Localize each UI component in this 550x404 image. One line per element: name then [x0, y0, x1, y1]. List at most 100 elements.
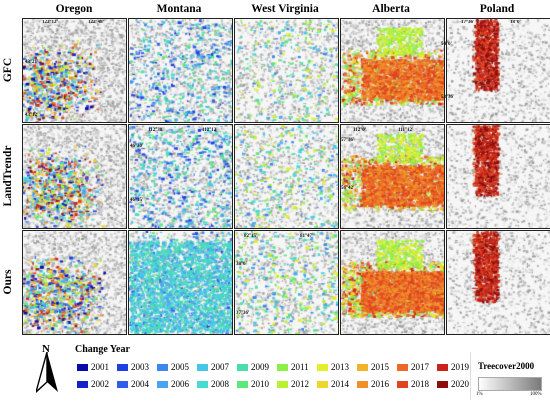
coord-wv-top-left: 82°15'	[244, 234, 258, 239]
legend-item-2006: 2006	[157, 379, 189, 389]
coord-montana-left-upper: 46°30'	[130, 144, 144, 149]
legend-label-2005: 2005	[171, 362, 189, 372]
row-title-landtrendr: LandTrendr	[2, 145, 14, 207]
legend-item-2015: 2015	[357, 362, 389, 372]
map-panel-oregon-landtrendr	[22, 124, 127, 229]
legend-swatch-2011	[277, 363, 288, 371]
map-panel-poland-ours	[446, 230, 550, 335]
legend-swatch-2010	[237, 380, 248, 388]
legend-item-2012: 2012	[277, 379, 309, 389]
legend-swatch-2013	[317, 363, 328, 371]
legend-item-2014: 2014	[317, 379, 349, 389]
legend-item-2020: 2020	[437, 379, 469, 389]
coord-wv-left-lower: 37°36'	[236, 311, 250, 316]
legend-swatch-2007	[197, 363, 208, 371]
legend-label-2006: 2006	[171, 379, 189, 389]
legend-swatch-2018	[397, 380, 408, 388]
map-panel-oregon-ours	[22, 230, 127, 335]
legend-label-2015: 2015	[371, 362, 389, 372]
legend-swatch-2016	[357, 380, 368, 388]
coord-alberta-top-left: 112°0'	[353, 128, 367, 133]
coord-oregon-left-upper: 43°21'	[25, 60, 39, 65]
coord-poland-top-right: 18°0'	[510, 20, 521, 25]
map-panel-montana-ours	[128, 230, 233, 335]
legend-label-2008: 2008	[211, 379, 229, 389]
treecover-max-label: 100%	[530, 392, 542, 397]
row-title-gfc: GFC	[2, 57, 14, 83]
coord-wv-top-right: 81°47'	[300, 234, 314, 239]
coord-montana-left-lower: 46°15'	[130, 198, 144, 203]
legend-label-2013: 2013	[331, 362, 349, 372]
column-title-poland: Poland	[479, 3, 515, 15]
map-panel-poland-gfc	[446, 18, 550, 123]
coord-oregon-left-lower: 43°12'	[25, 113, 39, 118]
treecover-min-label: 1%	[476, 392, 483, 397]
north-arrow-icon	[36, 352, 58, 393]
map-panel-alberta-ours	[340, 230, 445, 335]
legend-item-2017: 2017	[397, 362, 429, 372]
treecover-colorbar	[478, 377, 542, 391]
map-panel-west-virginia-landtrendr	[234, 124, 339, 229]
coord-alberta-top-right: 111°12'	[398, 128, 414, 133]
legend-swatch-2003	[117, 363, 128, 371]
coord-alberta-left-lower: 56°42'	[341, 186, 355, 191]
map-panel-poland-landtrendr	[446, 124, 550, 229]
legend-item-2016: 2016	[357, 379, 389, 389]
coord-montana-top-right: 112°12'	[202, 128, 218, 133]
legend-item-2009: 2009	[237, 362, 269, 372]
legend-swatch-2002	[77, 380, 88, 388]
row-title-ours: Ours	[2, 269, 14, 295]
map-panel-west-virginia-ours	[234, 230, 339, 335]
treecover-title: Treecover2000	[478, 361, 535, 371]
legend-label-2001: 2001	[91, 362, 109, 372]
column-title-west-virginia: West Virginia	[251, 3, 319, 15]
legend-label-2014: 2014	[331, 379, 349, 389]
legend-swatch-2017	[397, 363, 408, 371]
legend-swatch-2004	[117, 380, 128, 388]
legend-label-2003: 2003	[131, 362, 149, 372]
legend-swatch-2008	[197, 380, 208, 388]
coord-poland-top-left: 17°36'	[461, 20, 475, 25]
legend-swatch-2001	[77, 363, 88, 371]
legend-label-2012: 2012	[291, 379, 309, 389]
legend-item-2001: 2001	[77, 362, 109, 372]
coord-poland-left-upper: 54°0'	[441, 42, 452, 47]
legend-label-2007: 2007	[211, 362, 229, 372]
legend-swatch-2005	[157, 363, 168, 371]
map-panel-montana-gfc	[128, 18, 233, 123]
north-label: N	[42, 343, 50, 355]
legend-item-2019: 2019	[437, 362, 469, 372]
legend-label-2004: 2004	[131, 379, 149, 389]
legend-item-2007: 2007	[197, 362, 229, 372]
legend-label-2002: 2002	[91, 379, 109, 389]
legend-item-2003: 2003	[117, 362, 149, 372]
legend-item-2005: 2005	[157, 362, 189, 372]
legend-label-2019: 2019	[451, 362, 469, 372]
legend-item-2010: 2010	[237, 379, 269, 389]
coord-oregon-top-left: 122°12'	[42, 20, 58, 25]
legend-item-2018: 2018	[397, 379, 429, 389]
column-title-oregon: Oregon	[55, 3, 93, 15]
coord-wv-left-upper: 38°0'	[236, 262, 247, 267]
legend-item-2002: 2002	[77, 379, 109, 389]
coord-alberta-left-upper: 57°36'	[341, 138, 355, 143]
legend-label-2020: 2020	[451, 379, 469, 389]
map-panel-montana-landtrendr	[128, 124, 233, 229]
legend-swatch-2009	[237, 363, 248, 371]
legend-swatch-2006	[157, 380, 168, 388]
column-title-montana: Montana	[156, 3, 202, 15]
legend-label-2009: 2009	[251, 362, 269, 372]
map-panel-alberta-gfc	[340, 18, 445, 123]
legend-swatch-2015	[357, 363, 368, 371]
legend-swatch-2019	[437, 363, 448, 371]
column-title-alberta: Alberta	[372, 3, 410, 15]
legend-item-2013: 2013	[317, 362, 349, 372]
legend-label-2016: 2016	[371, 379, 389, 389]
map-panel-alberta-landtrendr	[340, 124, 445, 229]
coord-poland-left-lower: 53°36'	[441, 95, 455, 100]
legend-swatch-2014	[317, 380, 328, 388]
legend-swatch-2012	[277, 380, 288, 388]
legend-item-2008: 2008	[197, 379, 229, 389]
legend-label-2018: 2018	[411, 379, 429, 389]
legend-label-2017: 2017	[411, 362, 429, 372]
